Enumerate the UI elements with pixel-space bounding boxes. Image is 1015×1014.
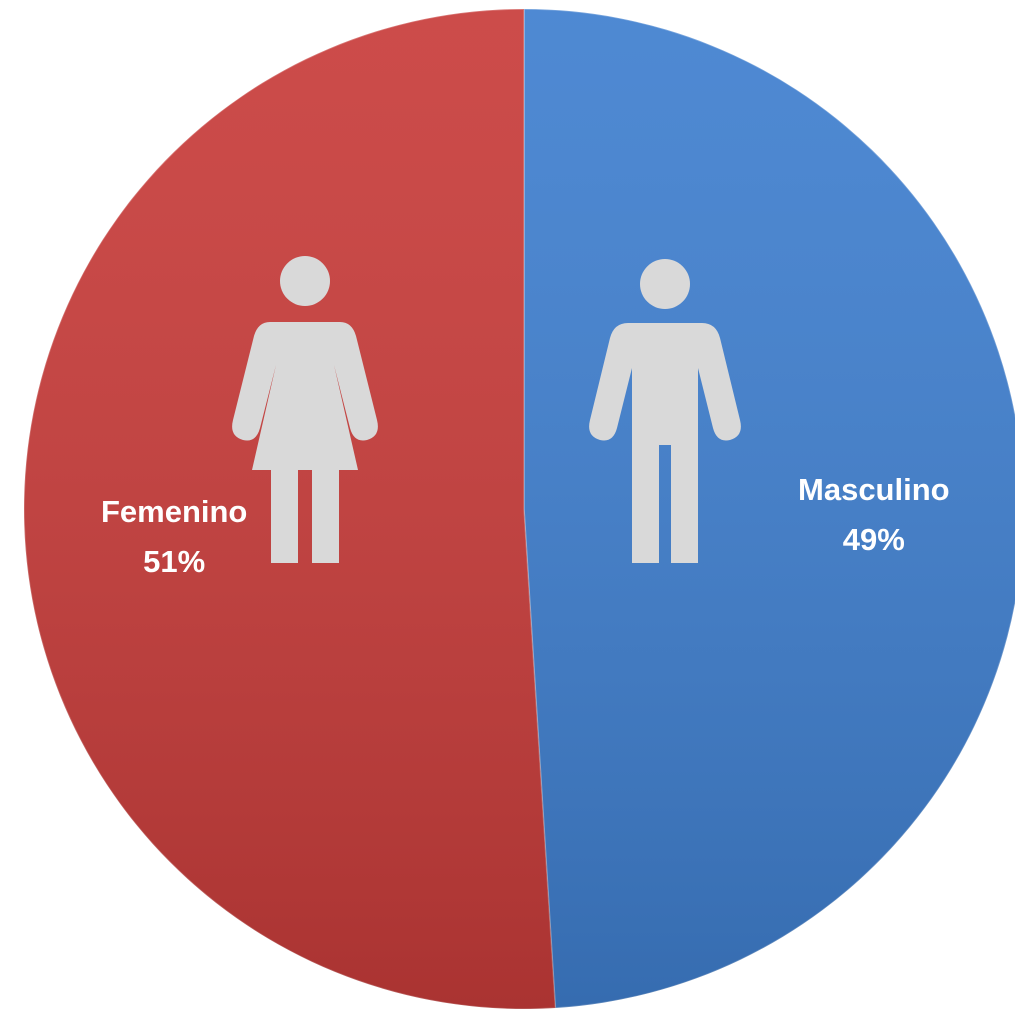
- value-label: 51%: [143, 544, 205, 579]
- category-label: Femenino: [101, 494, 247, 529]
- female-icon: [232, 256, 378, 563]
- male-icon: [589, 259, 741, 563]
- category-label: Masculino: [798, 472, 950, 507]
- labels: Masculino 49% Femenino 51%: [101, 472, 950, 579]
- shading: [24, 9, 1015, 1009]
- value-label: 49%: [843, 522, 905, 557]
